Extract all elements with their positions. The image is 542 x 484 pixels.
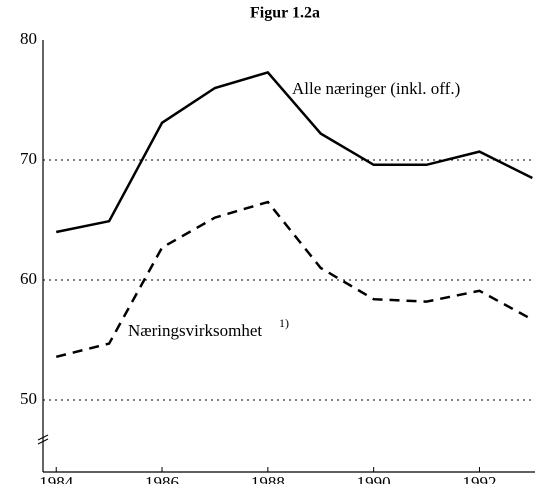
y-tick-label: 60 — [20, 269, 37, 288]
axis-break — [37, 434, 49, 441]
series-label: Næringsvirksomhet — [128, 321, 262, 340]
y-tick-label: 50 — [20, 389, 37, 408]
series-line — [55, 70, 533, 234]
x-tick-label: 1984 — [39, 473, 74, 484]
x-tick-label: 1990 — [357, 473, 391, 484]
series-line — [55, 200, 533, 359]
series-label: Alle næringer (inkl. off.) — [292, 79, 460, 98]
x-tick-label: 1988 — [251, 473, 285, 484]
y-tick-label: 80 — [20, 29, 37, 48]
axis-break — [37, 438, 49, 445]
x-tick-label: 1986 — [145, 473, 179, 484]
chart-title: Figur 1.2a — [250, 5, 320, 22]
y-tick-label: 70 — [20, 149, 37, 168]
series-note: 1) — [279, 316, 289, 330]
x-tick-label: 1992 — [462, 473, 496, 484]
